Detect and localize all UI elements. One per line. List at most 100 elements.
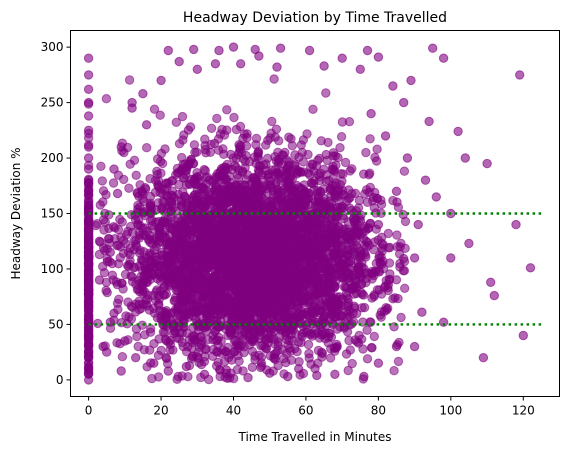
scatter-point — [264, 245, 274, 256]
scatter-point — [184, 228, 195, 239]
scatter-point — [296, 270, 307, 280]
scatter-point — [211, 172, 221, 182]
scatter-point — [280, 306, 290, 316]
scatter-point — [182, 264, 192, 274]
scatter-point — [265, 368, 275, 378]
scatter-point — [274, 221, 284, 232]
scatter-point — [362, 354, 373, 364]
scatter-point — [270, 132, 280, 142]
scatter-point — [109, 308, 119, 318]
scatter-point — [231, 308, 241, 319]
scatter-point — [305, 272, 315, 282]
scatter-point — [409, 341, 420, 352]
scatter-point — [247, 346, 258, 357]
scatter-point — [310, 329, 320, 339]
scatter-point — [319, 205, 329, 216]
scatter-point — [316, 347, 327, 357]
scatter-point — [105, 247, 116, 258]
scatter-points — [83, 42, 536, 385]
scatter-point — [251, 258, 262, 268]
scatter-point — [199, 369, 210, 379]
scatter-point — [239, 246, 249, 256]
scatter-point — [319, 61, 329, 71]
scatter-point — [97, 176, 108, 186]
scatter-point — [292, 180, 302, 191]
scatter-point — [83, 70, 94, 80]
scatter-point — [196, 359, 207, 370]
scatter-point — [146, 256, 156, 267]
scatter-point — [123, 226, 133, 237]
scatter-point — [359, 302, 370, 313]
scatter-point — [229, 112, 239, 123]
scatter-point — [112, 338, 122, 348]
y-tick-label: 50 — [48, 317, 63, 331]
scatter-point — [254, 168, 264, 178]
scatter-point — [223, 342, 233, 353]
scatter-point — [303, 242, 313, 252]
scatter-point — [360, 240, 370, 251]
scatter-point — [124, 183, 134, 193]
scatter-point — [129, 262, 139, 273]
scatter-point — [409, 253, 420, 263]
scatter-point — [230, 335, 241, 345]
scatter-point — [284, 157, 294, 167]
scatter-point — [296, 228, 306, 239]
scatter-point — [191, 218, 201, 229]
scatter-point — [235, 194, 246, 204]
scatter-point — [216, 199, 226, 210]
scatter-point — [304, 45, 315, 56]
scatter-point — [482, 158, 492, 169]
scatter-point — [242, 186, 253, 196]
scatter-point — [398, 209, 408, 220]
scatter-point — [218, 247, 228, 257]
scatter-point — [133, 220, 143, 231]
scatter-point — [393, 356, 404, 367]
scatter-point — [283, 371, 293, 382]
scatter-point — [331, 294, 341, 304]
scatter-point — [326, 198, 337, 209]
scatter-point — [376, 199, 387, 210]
scatter-point — [221, 365, 232, 375]
scatter-point — [277, 344, 287, 355]
y-axis-label: Headway Deviation % — [9, 147, 23, 279]
scatter-point — [184, 335, 195, 345]
scatter-point — [83, 97, 94, 108]
scatter-point — [179, 192, 190, 202]
scatter-point — [183, 125, 194, 135]
scatter-point — [239, 281, 249, 291]
scatter-point — [319, 311, 330, 321]
scatter-point — [264, 233, 274, 244]
scatter-point — [149, 358, 159, 368]
scatter-point — [396, 312, 406, 323]
scatter-point — [172, 163, 183, 174]
scatter-point — [339, 190, 349, 200]
scatter-point — [120, 336, 130, 346]
scatter-point — [83, 258, 94, 269]
scatter-point — [132, 331, 142, 342]
scatter-point — [210, 59, 221, 69]
scatter-point — [171, 117, 182, 128]
scatter-point — [303, 292, 314, 302]
scatter-point — [399, 97, 409, 108]
scatter-point — [125, 159, 135, 169]
scatter-point — [177, 371, 187, 381]
scatter-point — [245, 197, 255, 207]
scatter-point — [83, 142, 94, 152]
scatter-point — [334, 311, 344, 321]
scatter-point — [83, 330, 94, 341]
scatter-point — [355, 216, 366, 226]
scatter-point — [368, 192, 378, 203]
x-tick-label: 80 — [371, 404, 386, 418]
scatter-point — [342, 232, 352, 243]
scatter-point — [292, 313, 302, 323]
scatter-point — [158, 306, 168, 317]
scatter-point — [327, 165, 338, 175]
scatter-point — [231, 124, 242, 135]
scatter-point — [171, 235, 181, 245]
scatter-point — [244, 232, 254, 242]
scatter-point — [278, 264, 288, 274]
scatter-point — [282, 220, 293, 230]
scatter-point — [194, 236, 205, 247]
scatter-point — [321, 88, 331, 98]
scatter-point — [208, 231, 218, 242]
